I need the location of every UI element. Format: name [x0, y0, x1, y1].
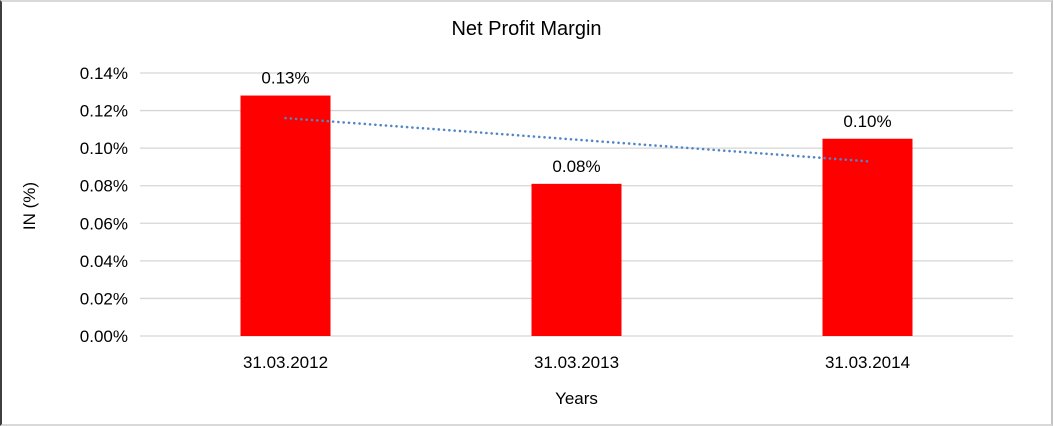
bar-data-label: 0.10% — [843, 112, 891, 131]
y-tick-label: 0.12% — [80, 102, 128, 121]
y-tick-label: 0.00% — [80, 327, 128, 346]
y-tick-label: 0.08% — [80, 177, 128, 196]
x-tick-label: 31.03.2013 — [534, 353, 619, 372]
x-axis-title: Years — [555, 389, 598, 408]
bar-data-label: 0.13% — [261, 69, 309, 88]
y-tick-label: 0.02% — [80, 289, 128, 308]
bar — [240, 95, 331, 337]
chart-title: Net Profit Margin — [451, 18, 602, 40]
y-tick-label: 0.06% — [80, 214, 128, 233]
bar-data-label: 0.08% — [552, 157, 600, 176]
trendline — [284, 116, 869, 163]
x-tick-label: 31.03.2012 — [243, 353, 328, 372]
y-tick-label: 0.10% — [80, 139, 128, 158]
x-tick-label: 31.03.2014 — [825, 353, 910, 372]
bar — [822, 138, 913, 336]
y-tick-label: 0.04% — [80, 252, 128, 271]
y-axis-title: IN (%) — [20, 181, 39, 231]
y-tick-label: 0.14% — [80, 64, 128, 83]
bar — [531, 183, 622, 336]
